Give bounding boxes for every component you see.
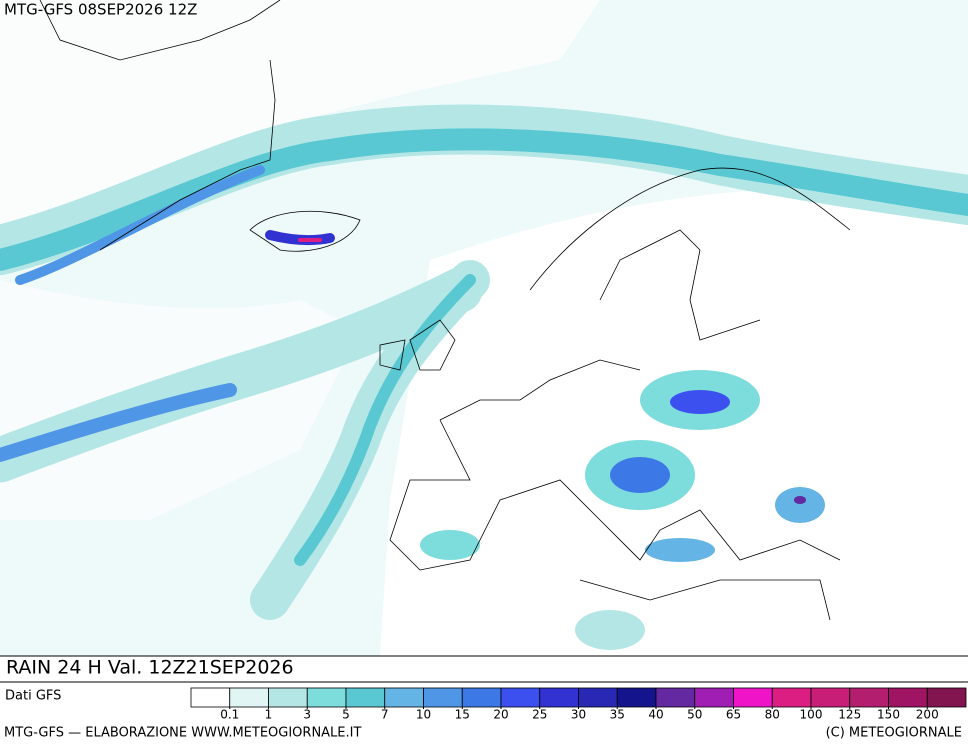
precipitation-map: MTG-GFS 08SEP2026 12Z <box>0 0 968 656</box>
legend-tick-label: 15 <box>455 708 470 722</box>
legend-tick-label: 20 <box>493 708 508 722</box>
coastline <box>529 167 851 341</box>
legend-tick-label: 25 <box>532 708 547 722</box>
legend-swatch <box>423 687 463 708</box>
legend-swatch <box>190 687 231 708</box>
legend-swatch <box>888 687 928 708</box>
legend-tick-label: 80 <box>765 708 780 722</box>
legend-swatch <box>306 687 347 708</box>
rain-band <box>294 274 476 566</box>
rain-area <box>610 457 670 493</box>
legend-tick-label: 0.1 <box>220 708 239 722</box>
legend-tick-label: 3 <box>303 708 311 722</box>
rain-area <box>775 487 825 523</box>
legend-tick-label: 50 <box>687 708 702 722</box>
legend-swatch <box>229 687 269 708</box>
legend-swatch <box>771 687 812 708</box>
legend-swatch <box>384 687 424 708</box>
legend-tick-label: 1 <box>265 708 273 722</box>
rain-area <box>670 390 730 414</box>
rain-band <box>0 128 968 271</box>
data-source: Dati GFS <box>5 689 61 704</box>
rain-band <box>0 383 237 462</box>
legend-swatch <box>694 687 734 708</box>
coastline <box>39 0 281 251</box>
legend-tick-label: 40 <box>648 708 663 722</box>
legend-tick-label: 5 <box>342 708 350 722</box>
rain-area <box>575 610 645 650</box>
legend-swatch <box>616 687 657 708</box>
legend-swatch <box>849 687 889 708</box>
rain-area <box>794 496 806 504</box>
legend-tick-label: 7 <box>381 708 389 722</box>
color-legend: 0.1 1 3 5 7 10 15 20 25 30 35 40 50 65 80 100 125 150 200 <box>190 687 967 722</box>
legend-swatch <box>578 687 618 708</box>
legend-tick-label: 100 <box>800 708 823 722</box>
map-title: RAIN 24 H Val. 12Z21SEP2026 <box>6 657 294 679</box>
legend-swatch <box>461 687 502 708</box>
coastline <box>389 359 841 621</box>
legend-tick-label: 150 <box>877 708 900 722</box>
legend-tick-label: 35 <box>610 708 625 722</box>
legend-swatch <box>500 687 541 708</box>
legend-swatch <box>539 687 579 708</box>
rain-area <box>645 538 715 562</box>
legend-tick-label: 30 <box>571 708 586 722</box>
run-label: MTG-GFS 08SEP2026 12Z <box>4 1 197 19</box>
coastline <box>249 210 361 252</box>
rain-area <box>420 530 480 560</box>
legend-swatch <box>733 687 773 708</box>
legend-tick-label: 65 <box>726 708 741 722</box>
coastline <box>379 319 456 371</box>
legend-swatch <box>345 687 386 708</box>
legend-tick-label: 125 <box>838 708 861 722</box>
title-bar <box>0 656 968 682</box>
legend-tick-label: 200 <box>916 708 939 722</box>
footer-copyright: (C) METEOGIORNALE <box>826 726 962 741</box>
legend-tick-label: 10 <box>416 708 431 722</box>
legend-swatch <box>926 687 967 708</box>
legend-swatch <box>268 687 308 708</box>
footer-credit: MTG-GFS — ELABORAZIONE WWW.METEOGIORNALE… <box>4 726 361 741</box>
rain-band <box>15 165 265 285</box>
legend-swatch <box>655 687 696 708</box>
legend-swatch <box>810 687 851 708</box>
